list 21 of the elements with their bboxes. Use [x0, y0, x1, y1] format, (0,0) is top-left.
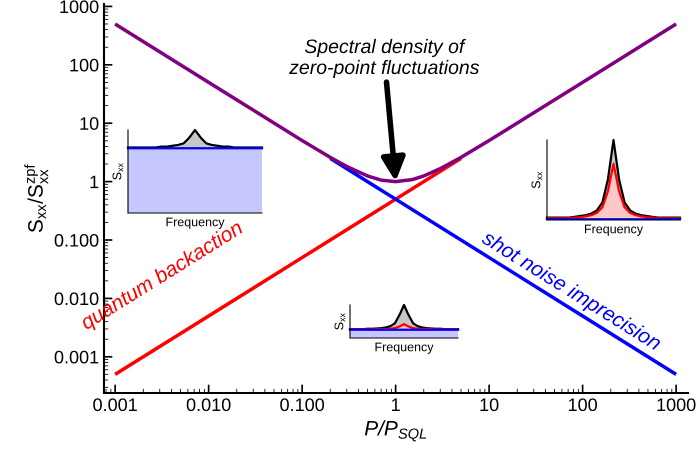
y-axis-title: S$_{xx}$ [334, 313, 346, 330]
x-tick-label: 10 [480, 398, 498, 412]
x-axis-title: Frequency [585, 224, 644, 236]
x-tick-label: 0.001 [93, 398, 137, 412]
y-tick-label: 1 [90, 176, 98, 188]
x-axis-title: Frequency [376, 342, 434, 354]
x-axis-title: P/P$_{SQL}$ [364, 420, 426, 442]
x-tick-label: 100 [568, 398, 597, 412]
x-tick-label: 0.100 [280, 398, 324, 412]
x-tick-label: 1 [392, 398, 400, 411]
y-tick-label: 100 [70, 58, 98, 72]
y-tick-label: 1000 [60, 0, 98, 14]
x-tick-label: 1000 [657, 398, 696, 412]
y-axis-title: S$_{xx}$/S$^{zpf}$$_{xx}$ [24, 164, 48, 232]
y-axis-title: S$_{xx}$ [531, 172, 542, 188]
annotation: Spectral density of zero-point fluctuations [289, 38, 480, 78]
y-tick-label: 0.100 [54, 234, 98, 247]
y-tick-label: 0.001 [54, 350, 98, 364]
y-tick-label: 10 [80, 117, 98, 130]
x-tick-label: 0.010 [186, 398, 231, 412]
y-axis-title: S$_{xx}$ [112, 163, 124, 180]
